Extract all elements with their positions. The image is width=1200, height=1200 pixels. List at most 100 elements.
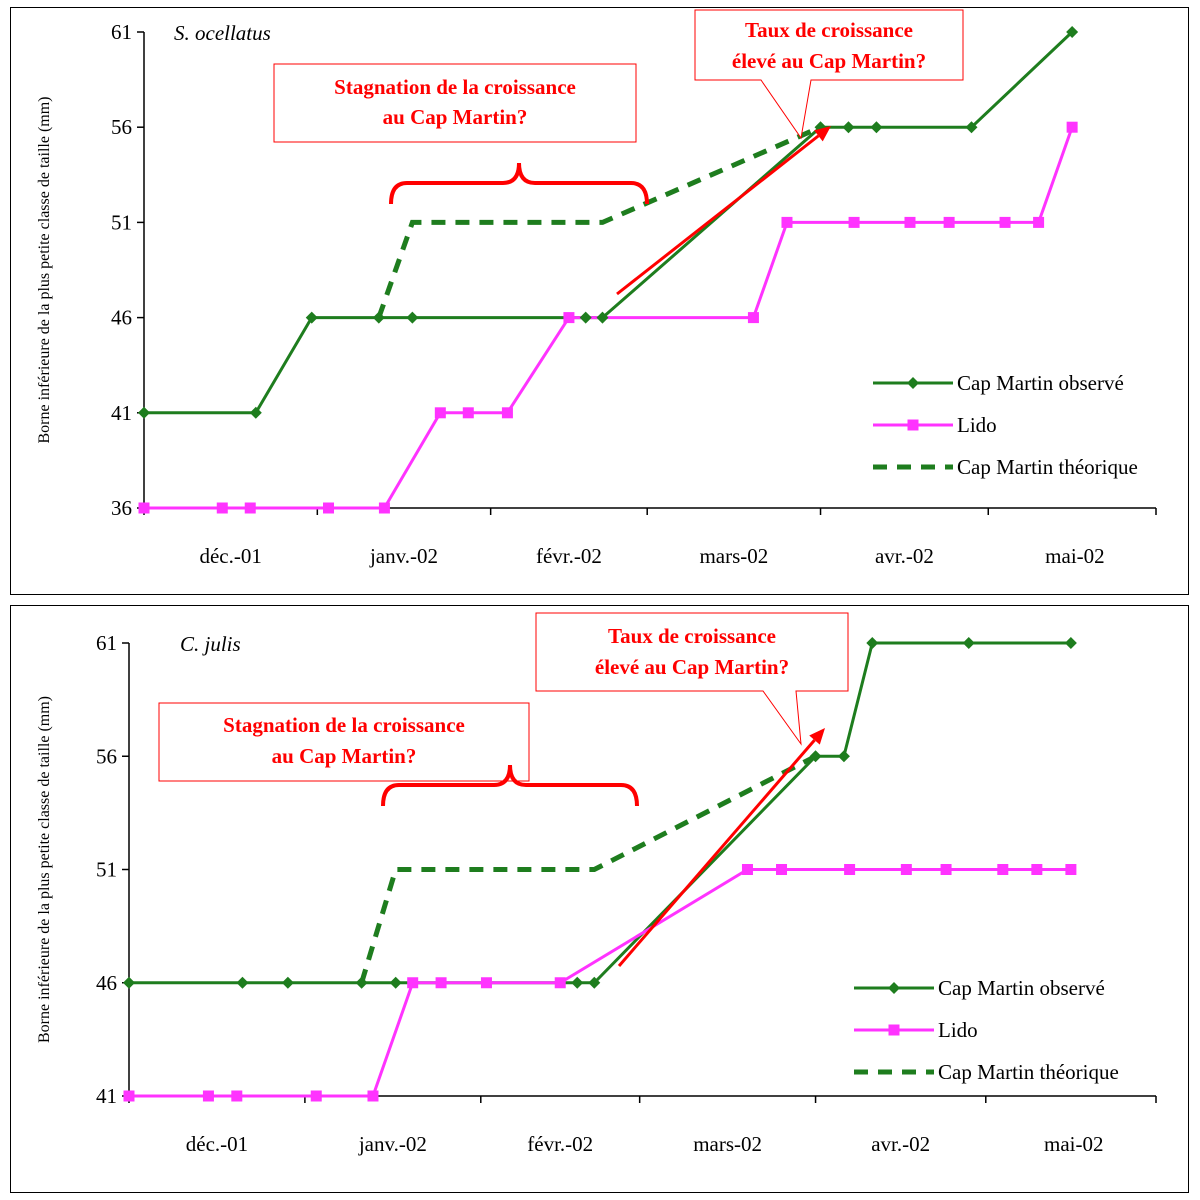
data-point [323,502,335,514]
data-point [747,312,759,324]
taux-callout-line1: Taux de croissance [745,18,913,42]
growth-arrow-head [814,126,831,142]
taux-callout-line2: élevé au Cap Martin? [732,49,926,73]
data-point [870,121,883,134]
taux-callout-line1: Taux de croissance [608,624,776,648]
data-point [1066,26,1079,38]
data-point [837,750,850,763]
data-point [123,1090,135,1102]
taux-callout-box [694,9,964,140]
series-line [129,641,1071,985]
data-point [462,407,474,419]
x-tick-label: déc.-01 [199,544,261,568]
data-point [579,311,592,324]
data-point [842,121,855,134]
legend-label: Cap Martin théorique [938,1060,1119,1084]
data-point [310,1090,322,1102]
legend-marker [907,377,919,389]
stagnation-callout-box [158,702,530,782]
data-point [202,1090,214,1102]
chart-panel-s-ocellatus: 36 41 46 51 56 61 déc.-01 janv.-02 févr.-02 mars-… [10,7,1189,595]
stagnation-callout-line2: au Cap Martin? [272,744,417,768]
data-point [355,976,368,989]
data-point [406,311,419,324]
data-point [781,216,793,228]
data-point [249,406,262,419]
data-point [367,1090,379,1102]
y-axis-label: Borne inférieure de la plus petite class… [36,97,53,444]
data-point [138,502,150,514]
data-point [389,976,402,989]
data-point [962,637,975,649]
data-point [244,502,256,514]
y-tick-label: 41 [96,1084,117,1108]
growth-arrow-line [616,134,820,296]
data-point [866,637,879,649]
data-point [809,750,822,763]
data-point [1066,121,1078,133]
species-label: C. julis [180,632,241,656]
growth-arrow-head [809,728,825,745]
data-point [231,1090,243,1102]
data-point [848,216,860,228]
stagnation-callout-line1: Stagnation de la croissance [223,713,465,737]
data-point [480,977,492,989]
data-point [138,406,150,419]
y-tick-label: 51 [111,210,132,234]
legend-label: Lido [938,1018,978,1042]
stagnation-brace [381,764,639,807]
data-point [776,864,788,875]
data-point [554,977,566,989]
data-point [1031,864,1043,875]
data-point [501,407,513,419]
y-tick-label: 51 [96,858,117,882]
data-point [943,216,955,228]
y-axis-label: Borne inférieure de la plus petite class… [36,696,53,1043]
y-tick-label: 36 [111,496,132,520]
legend-label: Lido [957,413,997,437]
x-tick-label: mars-02 [693,1132,762,1156]
y-tick-label: 56 [96,744,117,768]
y-tick-label: 46 [96,971,117,995]
taux-callout-line2: élevé au Cap Martin? [595,655,789,679]
legend-label: Cap Martin observé [938,976,1105,1000]
x-tick-label: janv.-02 [358,1132,427,1156]
data-point [1064,637,1077,649]
x-tick-label: avr.-02 [871,1132,930,1156]
x-tick-label: mai-02 [1045,544,1104,568]
data-point [571,976,584,989]
data-point [407,977,419,989]
data-point [123,976,135,989]
data-point [563,312,575,324]
legend-marker [907,419,919,431]
x-tick-label: mai-02 [1044,1132,1103,1156]
legend-marker [888,982,900,994]
stagnation-callout-line2: au Cap Martin? [383,105,528,129]
x-tick-label: mars-02 [699,544,768,568]
data-point [1033,216,1045,228]
legend-label: Cap Martin théorique [957,455,1138,479]
data-point [216,502,228,514]
y-tick-label: 56 [111,115,132,139]
stagnation-brace [389,162,649,205]
data-point [904,216,916,228]
data-point [999,216,1011,228]
data-point [588,976,601,989]
data-point [236,976,249,989]
stagnation-callout-line1: Stagnation de la croissance [334,75,576,99]
data-point [372,311,385,324]
x-tick-label: févr.-02 [527,1132,593,1156]
data-point [596,311,609,324]
y-tick-label: 41 [111,401,132,425]
x-tick-label: déc.-01 [186,1132,248,1156]
y-tick-label: 61 [111,20,132,44]
data-point [741,864,753,875]
data-point [844,864,856,875]
data-point [281,976,294,989]
chart-svg-s-ocellatus: 36 41 46 51 56 61 déc.-01 janv.-02 févr.-02 mars-… [36,9,1157,568]
series-line [376,124,822,319]
data-point [305,311,318,324]
data-point [965,121,978,134]
series-line [359,754,817,984]
chart-svg-c-julis: 41 46 51 56 61 déc.-01 janv.-02 févr.-02 mars-02… [36,612,1157,1156]
